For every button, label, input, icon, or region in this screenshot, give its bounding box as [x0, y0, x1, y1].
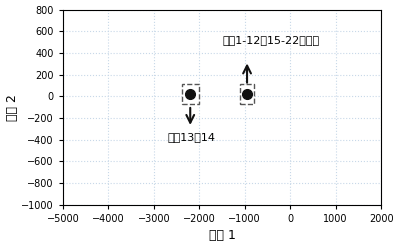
X-axis label: 维度 1: 维度 1 [209, 229, 235, 243]
Bar [182, 84, 199, 104]
Text: 节点13、14: 节点13、14 [168, 132, 215, 142]
Y-axis label: 维度 2: 维度 2 [6, 94, 19, 121]
Text: 节点1-12、15-22聚集区: 节点1-12、15-22聚集区 [222, 35, 319, 45]
Bar [240, 84, 254, 104]
